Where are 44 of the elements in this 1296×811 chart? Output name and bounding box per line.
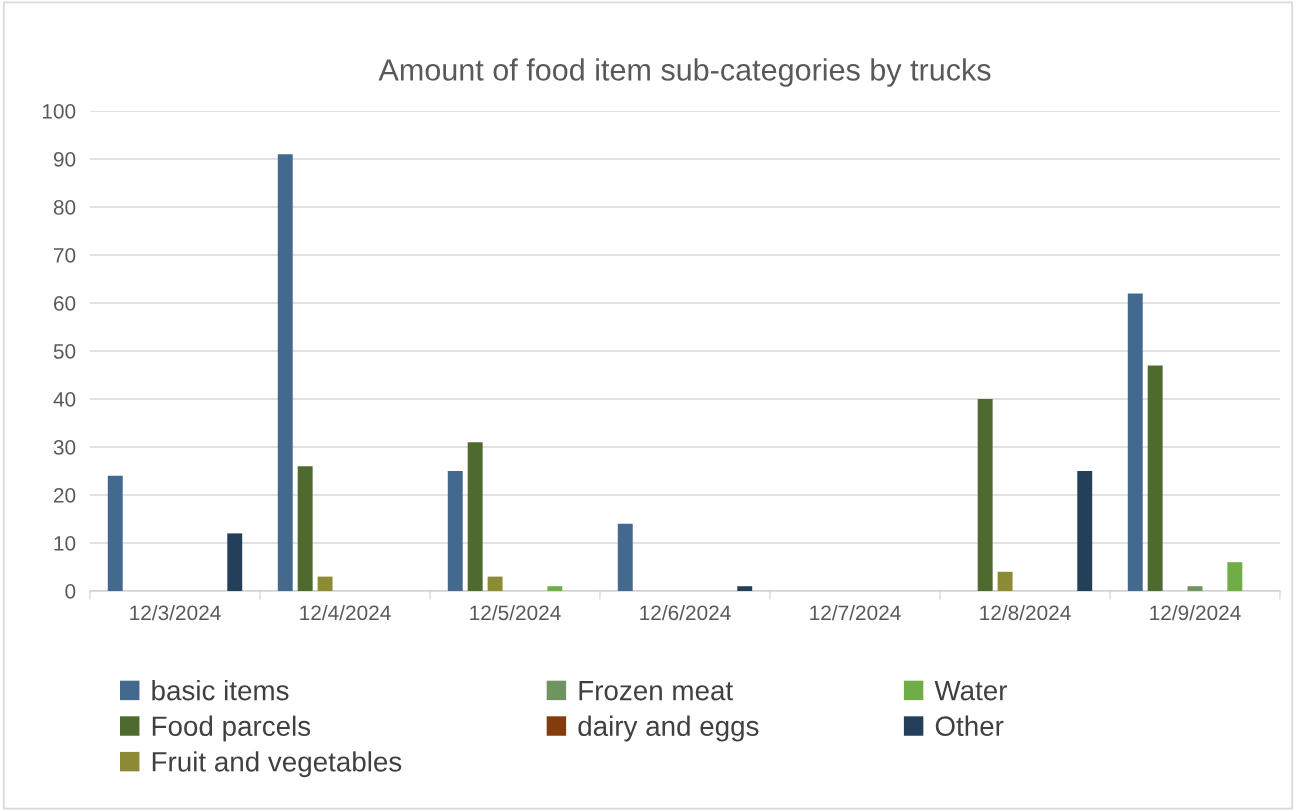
bar bbox=[447, 471, 463, 591]
y-tick-label: 100 bbox=[42, 104, 76, 119]
bar bbox=[1227, 562, 1243, 591]
bar bbox=[1147, 365, 1163, 591]
y-tick-label: 90 bbox=[53, 152, 76, 167]
y-tick-label: 60 bbox=[54, 296, 76, 311]
bar bbox=[977, 399, 993, 591]
bar bbox=[297, 466, 313, 591]
bar bbox=[317, 576, 333, 591]
legend-label: Water bbox=[934, 681, 1008, 701]
y-tick-label: 50 bbox=[53, 344, 76, 359]
x-tick-label: 12/4/2024 bbox=[300, 604, 391, 621]
legend-label: Fruit and vegetables bbox=[152, 751, 402, 778]
y-tick-label: 10 bbox=[54, 536, 76, 551]
bar bbox=[547, 586, 563, 591]
legend-label: Frozen meat bbox=[579, 681, 733, 701]
y-tick-label: 80 bbox=[53, 200, 76, 215]
bar bbox=[997, 571, 1013, 591]
x-tick-label: 12/8/2024 bbox=[980, 604, 1071, 621]
y-tick-label: 40 bbox=[53, 392, 76, 407]
bar bbox=[487, 576, 503, 591]
x-tick-label: 12/6/2024 bbox=[640, 604, 731, 621]
bar bbox=[467, 442, 483, 591]
bar bbox=[277, 154, 293, 591]
bar bbox=[107, 475, 123, 591]
x-tick-label: 12/9/2024 bbox=[1150, 604, 1241, 621]
legend-label: basic items bbox=[152, 680, 289, 701]
legend-label: dairy and eggs bbox=[578, 715, 759, 742]
y-tick-label: 0 bbox=[65, 584, 76, 599]
y-tick-label: 20 bbox=[53, 488, 76, 503]
y-tick-label: 30 bbox=[53, 440, 76, 455]
bar bbox=[1077, 471, 1093, 591]
x-tick-label: 12/5/2024 bbox=[470, 604, 561, 621]
x-tick-label: 12/7/2024 bbox=[810, 604, 901, 621]
bar bbox=[227, 533, 243, 591]
chart-title: Amount of food item sub-categories by trucks bbox=[378, 58, 991, 87]
legend-label: Food parcels bbox=[152, 715, 311, 742]
bar bbox=[737, 586, 753, 591]
legend-label: Other bbox=[935, 715, 1004, 737]
y-tick-label: 70 bbox=[54, 248, 76, 263]
bar bbox=[617, 523, 633, 591]
bar bbox=[1127, 293, 1143, 591]
bar bbox=[1187, 586, 1203, 591]
x-tick-label: 12/3/2024 bbox=[130, 604, 221, 621]
